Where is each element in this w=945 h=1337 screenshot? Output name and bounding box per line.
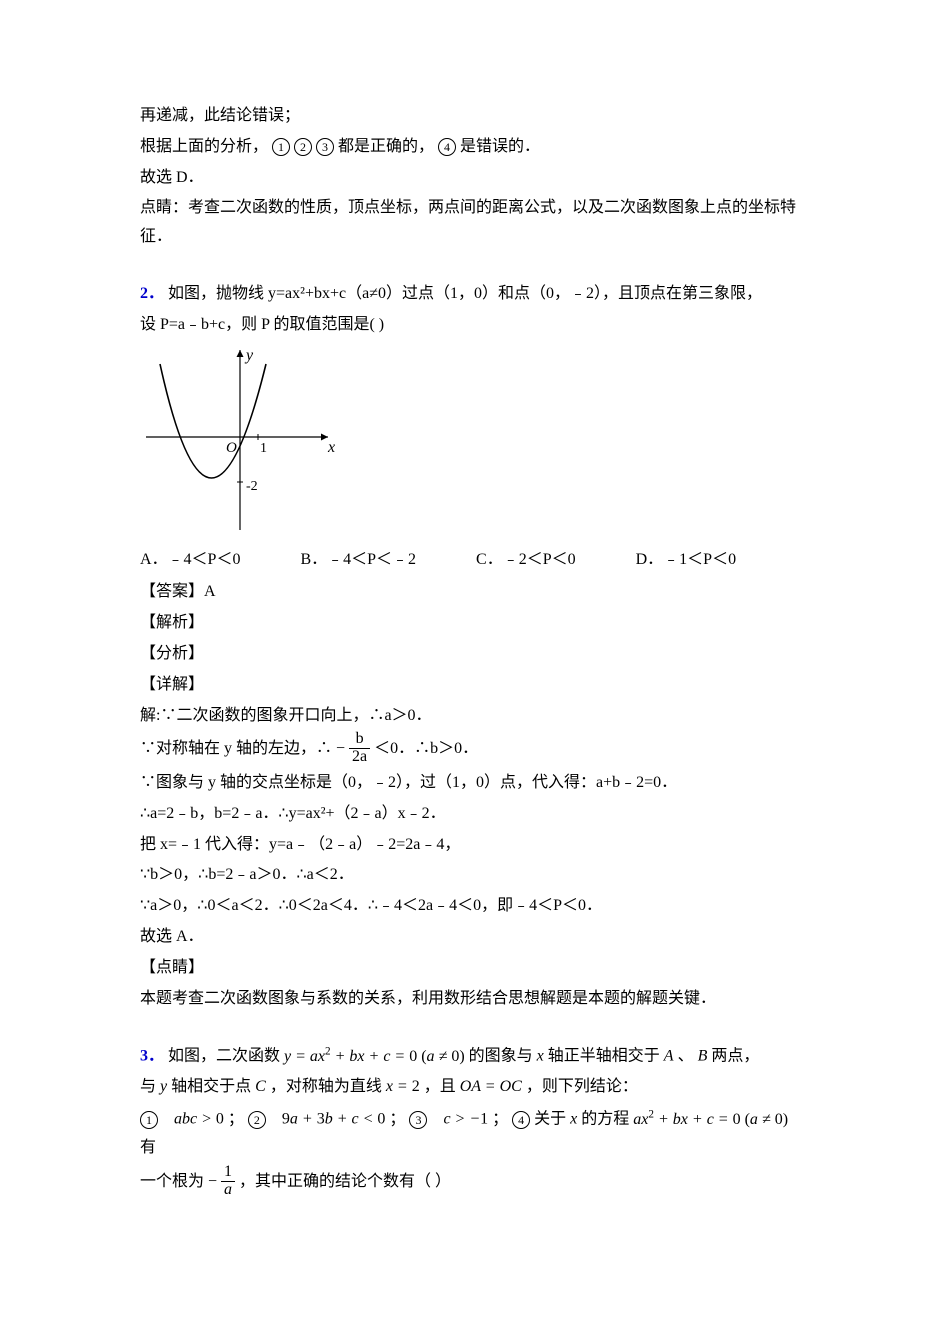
sep: ；: [389, 1111, 405, 1128]
origin-label: O: [226, 440, 237, 456]
q2-sol-1: 解:∵二次函数的图象开口向上，∴a＞0．: [140, 702, 805, 731]
circled-4: 4: [512, 1111, 530, 1129]
q2-sol-8: 故选 A．: [140, 923, 805, 952]
circled-3: 3: [409, 1111, 427, 1129]
circled-1: 1: [140, 1111, 158, 1129]
text: ，且: [424, 1078, 460, 1095]
pt-B: B: [698, 1048, 708, 1065]
text: 的方程: [581, 1111, 633, 1128]
text: 是错误的．: [460, 138, 540, 155]
option-b: B．﹣4＜P＜﹣2: [300, 546, 416, 575]
text: 与: [140, 1078, 160, 1095]
text: ∵对称轴在 y 轴的左边，∴: [140, 740, 336, 757]
minus-sign: −: [208, 1173, 217, 1190]
parabola-svg: y x O 1 -2: [140, 342, 340, 542]
circled-4: 4: [438, 138, 456, 156]
text: 关于: [534, 1111, 570, 1128]
q2-number: 2．: [140, 285, 164, 302]
prev-line-2: 根据上面的分析， 1 2 3 都是正确的， 4 是错误的．: [140, 133, 805, 162]
spacer: [140, 1015, 805, 1039]
q2-answer: 【答案】A: [140, 578, 805, 607]
prev-line-4: 点睛：考查二次函数的性质，顶点坐标，两点间的距离公式，以及二次函数图象上点的坐标…: [140, 194, 805, 252]
q2-sol-5: 把 x=﹣1 代入得：y=a﹣（2﹣a）﹣2=2a﹣4，: [140, 831, 805, 860]
var-y: y: [160, 1078, 167, 1095]
frac-num: 1: [221, 1164, 235, 1182]
text: 如图，二次函数: [168, 1048, 284, 1065]
q3-last-line: 一个根为 − 1 a ，其中正确的结论个数有（ ）: [140, 1165, 805, 1200]
c3: c > −1: [443, 1111, 488, 1128]
q3-eq1: y = ax2 + bx + c = 0 (a ≠ 0): [284, 1048, 469, 1065]
sep: 、: [678, 1048, 694, 1065]
neg2-label: -2: [246, 479, 258, 494]
circled-3: 3: [316, 138, 334, 156]
option-c: C．﹣2＜P＜0: [476, 546, 576, 575]
text: ，其中正确的结论个数有（ ）: [239, 1173, 451, 1190]
document-page: 再递减，此结论错误； 根据上面的分析， 1 2 3 都是正确的， 4 是错误的．…: [0, 0, 945, 1282]
pt-C: C: [255, 1078, 266, 1095]
text: 两点，: [711, 1048, 759, 1065]
option-d: D．﹣1＜P＜0: [636, 546, 736, 575]
text: 有: [140, 1139, 156, 1156]
text: 轴相交于点: [171, 1078, 255, 1095]
prev-line-1: 再递减，此结论错误；: [140, 102, 805, 131]
q2-graph: y x O 1 -2: [140, 342, 805, 542]
var-x: x: [570, 1111, 577, 1128]
var-x: x: [537, 1048, 544, 1065]
eq-oaoc: OA = OC: [460, 1078, 522, 1095]
q2-dianjing-label: 【点睛】: [140, 954, 805, 983]
c1: abc > 0: [174, 1111, 224, 1128]
frac-num: b: [349, 731, 370, 749]
text: 一个根为: [140, 1173, 208, 1190]
q3-number: 3．: [140, 1048, 164, 1065]
c2: 9a + 3b + c < 0: [282, 1111, 386, 1128]
q2-sol-7: ∵a＞0，∴0＜a＜2．∴0＜2a＜4．∴﹣4＜2a﹣4＜0，即﹣4＜P＜0．: [140, 892, 805, 921]
text: 根据上面的分析，: [140, 138, 268, 155]
minus-sign: −: [336, 740, 345, 757]
q3-conclusions: 1 abc > 0 ； 2 9a + 3b + c < 0 ； 3 c > −1…: [140, 1104, 805, 1163]
sep: ；: [228, 1111, 244, 1128]
text: 的图象与: [469, 1048, 537, 1065]
circled-2: 2: [248, 1111, 266, 1129]
q2-stem-2: 设 P=a﹣b+c，则 P 的取值范围是( ): [140, 311, 805, 340]
text: 都是正确的，: [338, 138, 434, 155]
fraction-b-over-2a: b 2a: [349, 731, 370, 766]
one-label: 1: [260, 441, 267, 456]
sep: ；: [492, 1111, 508, 1128]
circled-2: 2: [294, 138, 312, 156]
x-label: x: [327, 439, 335, 456]
q2-jiexi: 【解析】: [140, 609, 805, 638]
q2-sol-6: ∵b＞0，∴b=2﹣a＞0．∴a＜2．: [140, 861, 805, 890]
q2-fenxi: 【分析】: [140, 640, 805, 669]
eq-x2: x = 2: [386, 1078, 420, 1095]
text: ＜0．∴b＞0．: [374, 740, 478, 757]
text: 轴正半轴相交于: [548, 1048, 664, 1065]
frac-den: a: [221, 1182, 235, 1199]
c4-eq: ax2 + bx + c = 0 (a ≠ 0): [633, 1111, 788, 1128]
circled-1: 1: [272, 138, 290, 156]
text: 如图，抛物线 y=ax²+bx+c（a≠0）过点（1，0）和点（0，﹣2），且顶…: [168, 285, 762, 302]
fraction-1-over-a: 1 a: [221, 1164, 235, 1199]
pt-A: A: [664, 1048, 674, 1065]
spacer: [140, 254, 805, 278]
q2-sol-3: ∵图象与 y 轴的交点坐标是（0，﹣2），过（1，0）点，代入得：a+b﹣2=0…: [140, 769, 805, 798]
q2-stem-1: 2． 如图，抛物线 y=ax²+bx+c（a≠0）过点（1，0）和点（0，﹣2）…: [140, 280, 805, 309]
text: ，对称轴为直线: [270, 1078, 386, 1095]
q2-options: A．﹣4＜P＜0 B．﹣4＜P＜﹣2 C．﹣2＜P＜0 D．﹣1＜P＜0: [140, 546, 805, 575]
prev-line-3: 故选 D．: [140, 164, 805, 193]
text: ，则下列结论：: [526, 1078, 638, 1095]
frac-den: 2a: [349, 749, 370, 766]
option-a: A．﹣4＜P＜0: [140, 546, 240, 575]
q2-sol-4: ∴a=2﹣b，b=2﹣a．∴y=ax²+（2﹣a）x﹣2．: [140, 800, 805, 829]
q3-stem-2: 与 y 轴相交于点 C ，对称轴为直线 x = 2 ，且 OA = OC ，则下…: [140, 1073, 805, 1102]
y-label: y: [244, 347, 254, 364]
q2-dianjing: 本题考查二次函数图象与系数的关系，利用数形结合思想解题是本题的解题关键．: [140, 985, 805, 1014]
q2-xiangjie: 【详解】: [140, 671, 805, 700]
q2-sol-2: ∵对称轴在 y 轴的左边，∴ − b 2a ＜0．∴b＞0．: [140, 732, 805, 767]
parabola-curve: [160, 364, 266, 478]
q3-stem-1: 3． 如图，二次函数 y = ax2 + bx + c = 0 (a ≠ 0) …: [140, 1041, 805, 1071]
